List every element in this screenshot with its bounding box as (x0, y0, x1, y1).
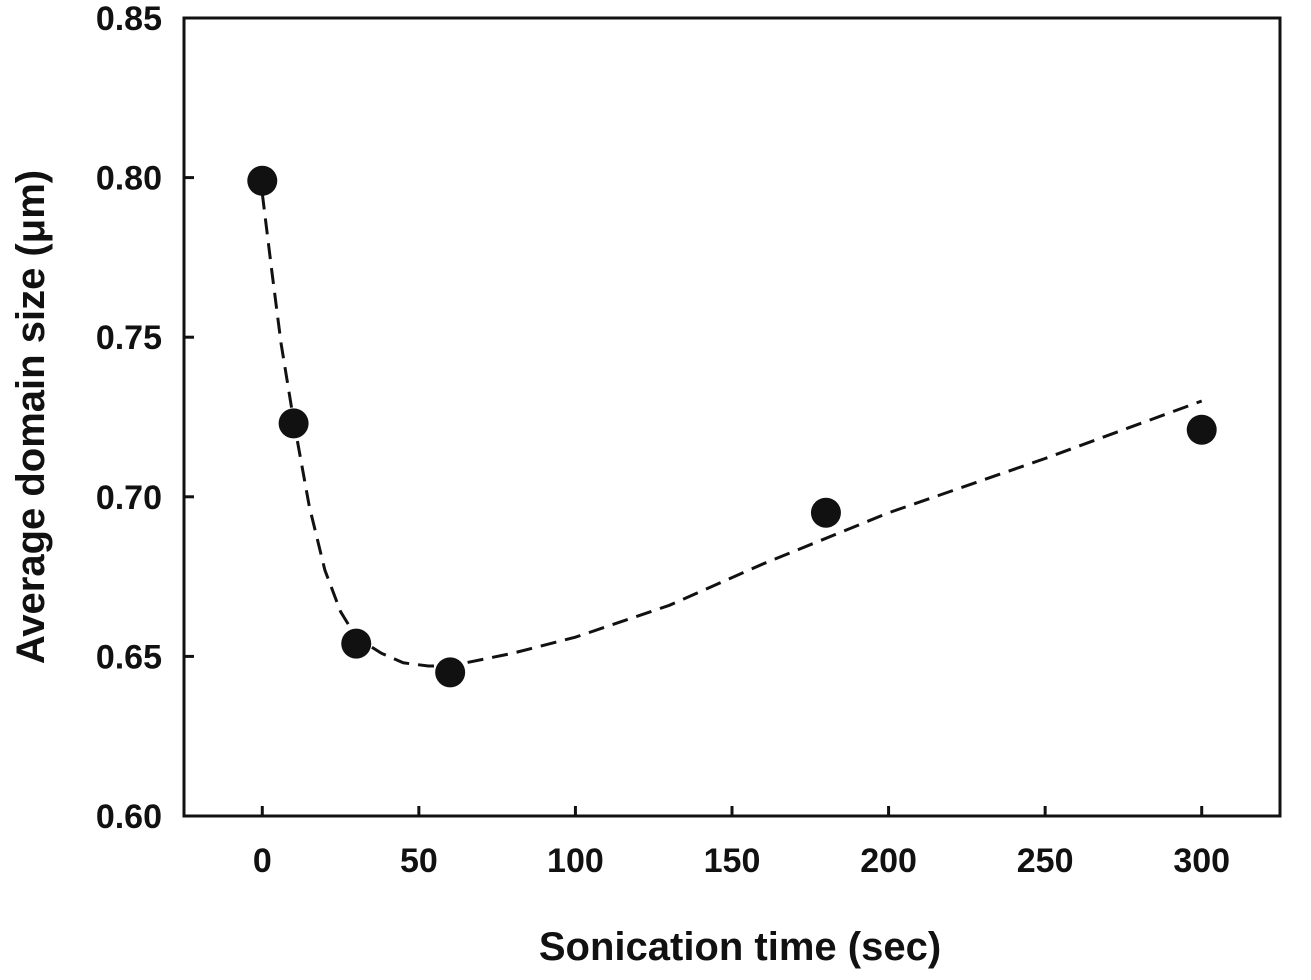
y-axis-ticks: 0.60 0.65 0.70 0.75 0.80 0.85 (96, 0, 194, 836)
x-tick-label: 150 (704, 842, 761, 880)
fit-curve (260, 193, 1203, 668)
y-tick-label: 0.85 (96, 0, 162, 38)
data-points (247, 165, 1217, 688)
data-point (1186, 414, 1217, 445)
data-point (278, 408, 309, 439)
y-tick-label: 0.60 (96, 798, 162, 836)
x-axis-title: Sonication time (sec) (539, 925, 941, 969)
y-tick-label: 0.80 (96, 160, 162, 198)
x-tick-label: 0 (253, 842, 272, 880)
data-point (341, 628, 372, 659)
y-tick-label: 0.70 (96, 479, 162, 517)
plot-frame (182, 16, 1282, 818)
y-axis-title: Average domain size (μm) (9, 170, 53, 664)
y-tick-label: 0.65 (96, 638, 162, 676)
x-tick-label: 300 (1173, 842, 1230, 880)
x-tick-label: 50 (400, 842, 438, 880)
data-point (810, 497, 841, 528)
x-axis-ticks: 0 50 100 150 200 250 300 (253, 806, 1230, 880)
y-tick-label: 0.75 (96, 319, 162, 357)
data-point (435, 657, 466, 688)
x-tick-label: 100 (547, 842, 604, 880)
x-tick-label: 250 (1017, 842, 1074, 880)
x-tick-label: 200 (860, 842, 917, 880)
data-point (247, 165, 278, 196)
